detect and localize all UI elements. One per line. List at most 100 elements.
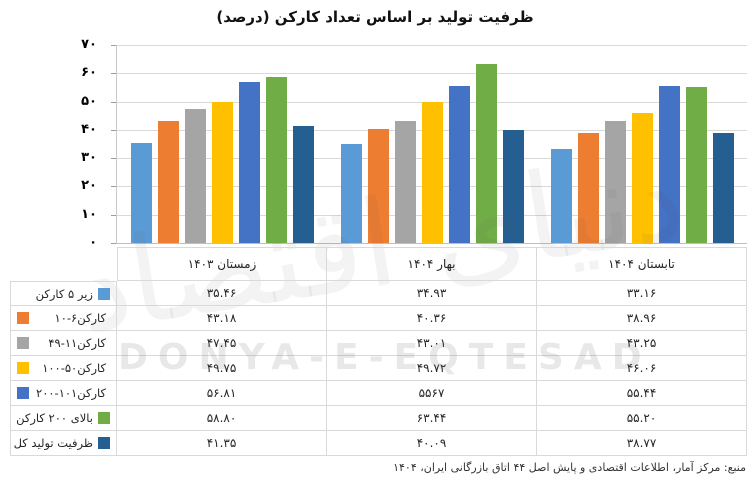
- bar-group-2: [327, 45, 537, 243]
- bar: [265, 76, 287, 243]
- bar: [394, 121, 416, 243]
- legend-label: بالای ۲۰۰ کارکن: [16, 411, 93, 425]
- column-header: بهار ۱۴۰۴: [327, 247, 537, 281]
- value-cell: ۴۷.۴۵: [117, 331, 327, 356]
- legend-key-icon: [17, 312, 29, 324]
- table-row: ۱۰۰-۵۰ کارکن ۴۹.۷۵ ۴۹.۷۲ ۴۶.۰۶: [10, 356, 747, 381]
- bar-group-3: [537, 45, 747, 243]
- legend-label-range: ۱۰۰-۵۰: [42, 361, 78, 375]
- legend-cell: ۴۹-۱۱ کارکن: [10, 331, 117, 356]
- value-cell: ۴۰.۳۶: [327, 306, 537, 331]
- bar: [577, 132, 599, 243]
- value-cell: ۴۱.۳۵: [117, 431, 327, 456]
- legend-key-icon: [98, 437, 110, 449]
- value-cell: ۳۴.۹۳: [327, 281, 537, 306]
- y-axis-label: ۰: [89, 235, 97, 250]
- bar: [712, 133, 734, 243]
- bar: [130, 142, 152, 243]
- data-table: زمستان ۱۴۰۳ بهار ۱۴۰۴ تابستان ۱۴۰۴ زیر ۵ کا…: [10, 247, 747, 456]
- value-cell: ۵۵.۲۰: [537, 406, 747, 431]
- table-row: ۲۰۰-۱۰۱ کارکن ۵۶.۸۱ ۵۵۶۷ ۵۵.۴۴: [10, 381, 747, 406]
- table-row: زیر ۵ کارکن ۳۵.۴۶ ۳۴.۹۳ ۳۳.۱۶: [10, 281, 747, 306]
- bar: [448, 85, 470, 243]
- y-axis-label: ۵۰: [81, 93, 97, 109]
- chart-title: ظرفیت تولید بر اساس تعداد کارکن (درصد): [216, 8, 534, 26]
- y-axis-label: ۶۰: [81, 65, 97, 81]
- bar: [157, 120, 179, 243]
- legend-cell: ۲۰۰-۱۰۱ کارکن: [10, 381, 117, 406]
- value-cell: ۳۵.۴۶: [117, 281, 327, 306]
- column-header: تابستان ۱۴۰۴: [537, 247, 747, 281]
- value-cell: ۴۳.۲۵: [537, 331, 747, 356]
- bar: [604, 120, 626, 243]
- legend-label: زیر ۵ کارکن: [35, 286, 93, 301]
- legend-cell: زیر ۵ کارکن: [10, 281, 117, 306]
- y-axis-tick: [111, 243, 116, 244]
- y-axis-tick: [111, 158, 116, 160]
- value-cell: ۴۹.۷۲: [327, 356, 537, 381]
- value-cell: ۴۳.۱۸: [117, 306, 327, 331]
- bar: [211, 102, 233, 243]
- legend-key-icon: [17, 337, 29, 349]
- plot-area: [117, 45, 747, 244]
- table-row: ۱۰-۶ کارکن ۴۳.۱۸ ۴۰.۳۶ ۳۸.۹۶: [10, 306, 747, 331]
- value-cell: ۶۳.۴۴: [327, 406, 537, 431]
- value-cell: ۴۰.۰۹: [327, 431, 537, 456]
- legend-label-word: کارکن: [77, 361, 106, 375]
- y-axis-tick: [111, 186, 116, 188]
- value-cell: ۵۵.۴۴: [537, 381, 747, 406]
- bar: [475, 63, 497, 243]
- bar-group-1: [117, 45, 327, 243]
- value-cell: ۳۸.۹۶: [537, 306, 747, 331]
- table-corner-gap: [10, 247, 117, 281]
- value-cell: ۵۵۶۷: [327, 381, 537, 406]
- gridline: [117, 101, 747, 103]
- legend-label-word: کارکن: [77, 386, 106, 400]
- bar: [340, 144, 362, 243]
- legend-key-icon: [17, 362, 29, 374]
- bar: [184, 108, 206, 243]
- legend-key-icon: [17, 387, 29, 399]
- bar: [550, 149, 572, 243]
- legend-cell: ظرفیت تولید کل: [10, 431, 117, 456]
- legend-key-icon: [98, 412, 110, 424]
- bar: [658, 86, 680, 243]
- y-axis-line: [116, 45, 117, 244]
- y-axis-label: ۲۰: [81, 178, 97, 194]
- source-note: منبع: مرکز آمار، اطلاعات اقتصادی و پایش …: [393, 461, 746, 474]
- table-row: بالای ۲۰۰ کارکن ۵۸.۸۰ ۶۳.۴۴ ۵۵.۲۰: [10, 406, 747, 431]
- legend-cell: ۱۰-۶ کارکن: [10, 306, 117, 331]
- legend-label: ظرفیت تولید کل: [13, 436, 93, 450]
- value-cell: ۵۶.۸۱: [117, 381, 327, 406]
- legend-cell: بالای ۲۰۰ کارکن: [10, 406, 117, 431]
- bar: [685, 86, 707, 243]
- legend-label-range: ۴۹-۱۱: [48, 336, 78, 350]
- legend-label-range: ۱۰-۶: [54, 311, 78, 325]
- bar: [631, 112, 653, 243]
- legend-cell: ۱۰۰-۵۰ کارکن: [10, 356, 117, 381]
- legend-label-range: ۲۰۰-۱۰۱: [36, 386, 78, 400]
- value-cell: ۴۶.۰۶: [537, 356, 747, 381]
- column-header: زمستان ۱۴۰۳: [117, 247, 327, 281]
- table-header-row: زمستان ۱۴۰۳ بهار ۱۴۰۴ تابستان ۱۴۰۴: [10, 247, 747, 281]
- y-axis-label: ۷۰: [81, 37, 97, 52]
- value-cell: ۳۸.۷۷: [537, 431, 747, 456]
- legend-label-word: کارکن: [77, 336, 106, 350]
- value-cell: ۳۳.۱۶: [537, 281, 747, 306]
- y-axis-tick: [111, 45, 116, 46]
- value-cell: ۵۸.۸۰: [117, 406, 327, 431]
- y-axis-tick: [111, 214, 116, 216]
- bar: [421, 102, 443, 243]
- bar: [367, 128, 389, 243]
- bar: [238, 82, 260, 243]
- y-axis-tick: [111, 73, 116, 75]
- y-axis-label: ۴۰: [81, 121, 97, 137]
- y-axis-label: ۱۰: [81, 206, 97, 222]
- gridline: [117, 73, 747, 75]
- gridline: [117, 243, 747, 244]
- y-axis-label: ۳۰: [81, 150, 97, 166]
- table-row: ۴۹-۱۱ کارکن ۴۷.۴۵ ۴۳.۰۱ ۴۳.۲۵: [10, 331, 747, 356]
- legend-key-icon: [98, 287, 110, 300]
- value-cell: ۴۳.۰۱: [327, 331, 537, 356]
